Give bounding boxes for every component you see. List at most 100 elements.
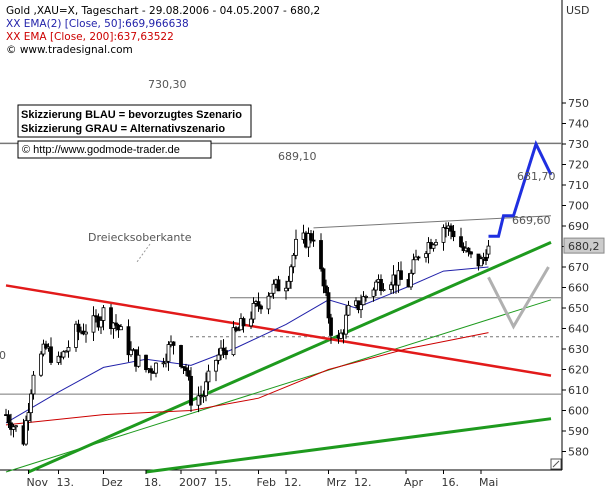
candle-body: [144, 354, 148, 371]
x-tick-label: 12.: [354, 476, 372, 489]
candle-body: [479, 258, 483, 267]
candle-body: [219, 347, 223, 356]
last-price-label: 680,2: [568, 240, 600, 253]
candle-body: [431, 244, 436, 249]
candle-body: [129, 349, 133, 356]
y-tick-label: 660: [568, 282, 589, 295]
candle-body: [76, 323, 81, 332]
y-tick-label: 590: [568, 425, 589, 438]
candle-body: [94, 315, 98, 318]
trendline-uptrend-long: [145, 417, 552, 474]
x-tick-label: 13.: [57, 476, 75, 489]
candle-body: [294, 238, 298, 256]
candle-body: [56, 355, 61, 363]
candle-body: [411, 259, 416, 274]
candle-body: [466, 247, 471, 253]
currency-label: USD: [566, 4, 590, 17]
legend-blue: Skizzierung BLAU = bevorzugtes Szenario: [21, 109, 242, 121]
candle-body: [486, 245, 491, 255]
y-tick-label: 580: [568, 446, 589, 459]
candle-body: [284, 287, 288, 292]
candle-body: [164, 360, 168, 364]
x-tick-label: 12.: [284, 476, 302, 489]
candle-body: [321, 268, 326, 287]
candle-body: [196, 395, 201, 406]
candle-body: [119, 326, 123, 331]
candle-body: [309, 233, 313, 241]
candle-body: [154, 362, 158, 374]
scroll-corner-icon-mark: [552, 460, 560, 468]
candle-body: [84, 331, 88, 335]
candle-body: [271, 283, 276, 294]
x-tick-label: 2007: [179, 476, 207, 489]
candle-body: [416, 256, 421, 259]
last-price-box: [563, 237, 605, 254]
candle-body: [179, 345, 183, 367]
y-tick-label: 600: [568, 405, 589, 418]
candle-body: [361, 296, 366, 306]
chart-title: Gold ,XAU=X, Tageschart - 29.08.2006 - 0…: [6, 5, 320, 17]
candle-body: [424, 253, 428, 258]
trendline-downtrend: [5, 284, 552, 377]
candle-body: [371, 289, 376, 297]
candle-body: [389, 284, 393, 290]
legend-grey: Skizzierung GRAU = Alternativszenario: [21, 123, 225, 135]
legend-box: [17, 104, 252, 138]
x-tick-label: Mrz: [327, 476, 347, 489]
candle-body: [186, 370, 191, 377]
trendlines: [5, 215, 552, 474]
y-tick-label: 690: [568, 220, 589, 233]
trendline-uptrend-thin: [5, 299, 552, 473]
x-tick-label: Dez: [102, 476, 123, 489]
x-tick-label: Feb: [257, 476, 276, 489]
x-tick-label: 16.: [442, 476, 460, 489]
candle-body: [171, 341, 176, 346]
candle-body: [126, 326, 131, 356]
scenario-grey: [487, 266, 550, 330]
candle-body: [434, 241, 438, 246]
label-triangle: Dreiecksoberkante: [88, 231, 192, 244]
candle-body: [49, 346, 53, 363]
x-tick-label: 18.: [144, 476, 162, 489]
y-tick-label: 670: [568, 261, 589, 274]
candle-body: [206, 370, 211, 383]
y-tick-label: 730: [568, 138, 589, 151]
candle-body: [374, 281, 378, 291]
ema200-line: [5, 332, 489, 426]
x-tick-label: Nov: [27, 476, 49, 489]
candle-body: [29, 393, 33, 414]
candle-body: [149, 368, 153, 373]
scenario-blue: [488, 139, 553, 238]
ema200-label: XX EMA [Close, 200]:637,63522: [6, 31, 174, 43]
candle-body: [266, 295, 271, 310]
y-tick-label: 720: [568, 159, 589, 172]
y-tick-label: 630: [568, 343, 589, 356]
candle-body: [39, 353, 43, 376]
candle-body: [234, 327, 238, 331]
y-tick-label: 610: [568, 384, 589, 397]
candle-body: [31, 374, 36, 395]
candle-body: [216, 354, 221, 361]
candle-body: [6, 414, 11, 424]
candle-body: [136, 354, 141, 367]
candle-body: [26, 412, 31, 422]
candle-body: [399, 270, 403, 280]
y-tick-label: 750: [568, 97, 589, 110]
y-tick-label: 700: [568, 200, 589, 213]
y-tick-label: 740: [568, 118, 589, 131]
candle-body: [14, 425, 18, 428]
candle-body: [469, 251, 473, 255]
trendline-triangle-top: [313, 215, 552, 229]
candle-body: [449, 225, 453, 232]
candle-body: [291, 254, 296, 268]
candle-body: [111, 322, 116, 329]
candle-body: [161, 362, 166, 365]
candle-body: [221, 347, 226, 352]
candle-body: [24, 420, 28, 445]
y-tick-label: 650: [568, 302, 589, 315]
candle-body: [101, 307, 106, 321]
y-tick-label: 620: [568, 364, 589, 377]
candle-body: [329, 317, 333, 336]
godmode-copyright: © http://www.godmode-trader.de: [22, 144, 180, 156]
candle-body: [9, 422, 13, 430]
